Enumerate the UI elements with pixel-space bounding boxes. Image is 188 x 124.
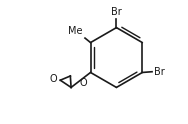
Text: Br: Br — [154, 67, 164, 77]
Text: Me: Me — [68, 26, 82, 36]
Text: Br: Br — [111, 7, 122, 17]
Text: O: O — [49, 74, 57, 84]
Text: O: O — [79, 78, 87, 88]
